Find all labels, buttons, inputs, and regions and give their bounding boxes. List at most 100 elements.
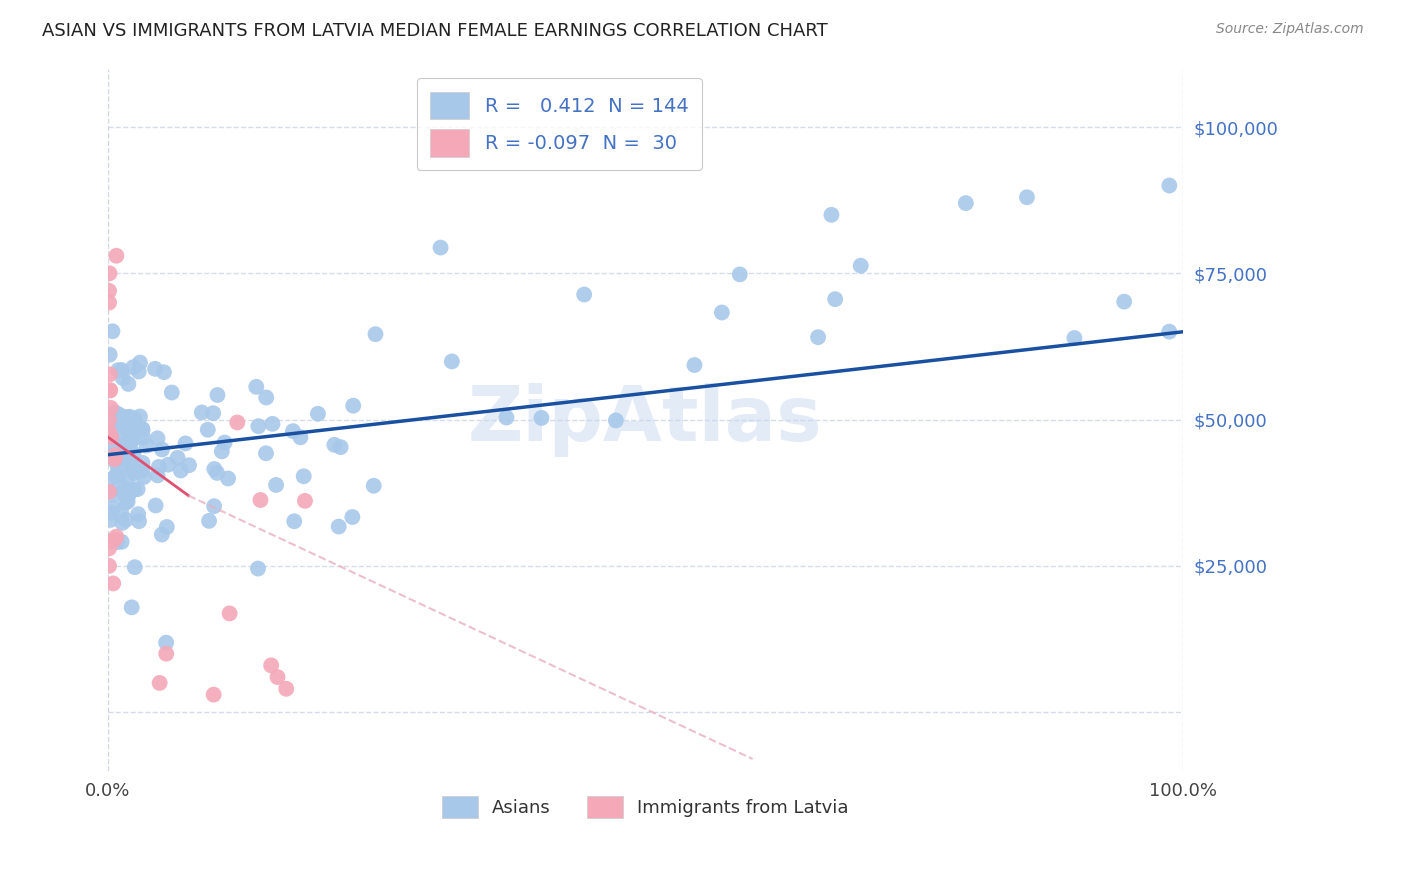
Point bbox=[122, 360, 145, 375]
Point bbox=[292, 469, 315, 483]
Point bbox=[103, 452, 125, 467]
Point bbox=[112, 442, 135, 456]
Point bbox=[111, 363, 134, 377]
Point bbox=[174, 436, 197, 450]
Point bbox=[849, 259, 872, 273]
Point bbox=[1159, 325, 1181, 339]
Point bbox=[118, 409, 141, 424]
Point bbox=[98, 425, 121, 439]
Point bbox=[202, 688, 225, 702]
Legend: Asians, Immigrants from Latvia: Asians, Immigrants from Latvia bbox=[434, 789, 856, 825]
Point bbox=[170, 463, 193, 477]
Point bbox=[153, 365, 176, 379]
Point bbox=[111, 516, 134, 530]
Point bbox=[131, 423, 153, 437]
Point bbox=[124, 483, 146, 497]
Point bbox=[111, 450, 134, 465]
Point bbox=[495, 410, 517, 425]
Point bbox=[101, 488, 124, 502]
Point bbox=[264, 478, 287, 492]
Point bbox=[572, 287, 595, 301]
Point bbox=[115, 410, 138, 425]
Point bbox=[824, 292, 846, 306]
Point bbox=[177, 458, 200, 473]
Text: ASIAN VS IMMIGRANTS FROM LATVIA MEDIAN FEMALE EARNINGS CORRELATION CHART: ASIAN VS IMMIGRANTS FROM LATVIA MEDIAN F… bbox=[42, 22, 828, 40]
Point bbox=[124, 560, 146, 574]
Point bbox=[104, 468, 127, 483]
Point bbox=[155, 635, 177, 649]
Point bbox=[342, 510, 364, 524]
Point bbox=[98, 266, 121, 280]
Point bbox=[1063, 331, 1085, 345]
Point bbox=[105, 535, 128, 549]
Point bbox=[111, 484, 134, 499]
Point bbox=[132, 470, 155, 484]
Point bbox=[98, 295, 121, 310]
Point bbox=[211, 444, 233, 458]
Point bbox=[98, 419, 121, 434]
Point bbox=[328, 519, 350, 533]
Point bbox=[121, 433, 143, 447]
Point bbox=[105, 530, 128, 544]
Point bbox=[98, 384, 121, 398]
Point bbox=[103, 501, 125, 516]
Point bbox=[254, 446, 277, 460]
Point bbox=[294, 494, 316, 508]
Point bbox=[249, 493, 271, 508]
Point bbox=[117, 432, 139, 446]
Point bbox=[121, 463, 143, 477]
Point bbox=[143, 361, 166, 376]
Point bbox=[955, 196, 977, 211]
Point bbox=[122, 446, 145, 460]
Point bbox=[112, 483, 135, 498]
Point bbox=[112, 419, 135, 434]
Point bbox=[98, 534, 121, 549]
Point bbox=[108, 437, 131, 451]
Point bbox=[108, 408, 131, 422]
Point bbox=[114, 513, 136, 527]
Point bbox=[323, 438, 346, 452]
Point bbox=[101, 445, 124, 459]
Point bbox=[100, 429, 122, 443]
Point bbox=[205, 466, 228, 480]
Point bbox=[160, 385, 183, 400]
Point bbox=[111, 446, 134, 460]
Point bbox=[98, 368, 121, 382]
Point bbox=[329, 440, 352, 454]
Point bbox=[166, 450, 188, 465]
Point bbox=[1159, 178, 1181, 193]
Point bbox=[157, 458, 180, 472]
Point bbox=[103, 533, 125, 547]
Point bbox=[146, 468, 169, 483]
Point bbox=[118, 422, 141, 436]
Point bbox=[124, 417, 146, 432]
Point bbox=[117, 494, 139, 508]
Point bbox=[728, 268, 751, 282]
Point bbox=[117, 376, 139, 391]
Point bbox=[198, 514, 221, 528]
Point bbox=[108, 475, 131, 490]
Point bbox=[260, 658, 283, 673]
Point bbox=[246, 561, 269, 575]
Point bbox=[98, 541, 121, 556]
Point bbox=[807, 330, 830, 344]
Point bbox=[155, 647, 177, 661]
Point bbox=[202, 462, 225, 476]
Point bbox=[107, 444, 129, 458]
Point bbox=[429, 241, 451, 255]
Point bbox=[530, 411, 553, 425]
Point bbox=[131, 456, 153, 470]
Point bbox=[290, 430, 312, 444]
Point bbox=[118, 487, 141, 501]
Point bbox=[217, 471, 239, 485]
Point bbox=[307, 407, 329, 421]
Point bbox=[214, 435, 236, 450]
Point bbox=[146, 431, 169, 445]
Point bbox=[262, 417, 284, 431]
Point bbox=[364, 327, 387, 342]
Point bbox=[135, 439, 157, 453]
Point bbox=[245, 380, 267, 394]
Point bbox=[150, 442, 173, 457]
Point bbox=[128, 462, 150, 476]
Point bbox=[98, 558, 121, 573]
